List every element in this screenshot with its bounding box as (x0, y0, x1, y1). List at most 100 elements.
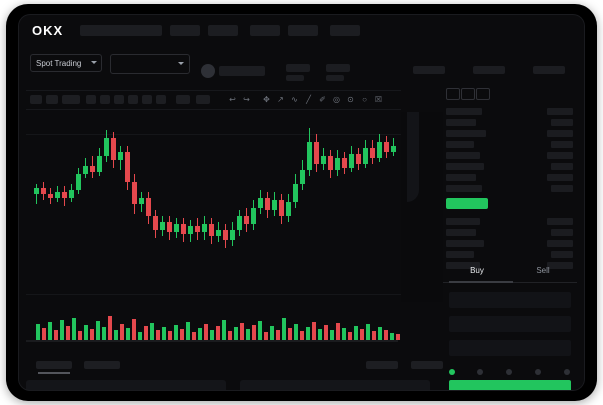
tab-sell[interactable]: Sell (536, 266, 550, 275)
eye-icon[interactable]: ○ (362, 95, 367, 104)
pct-dot-25[interactable] (477, 369, 483, 375)
nav-item-6[interactable] (330, 25, 360, 36)
order-book-row-price[interactable] (446, 240, 484, 247)
ticker-pair-name (219, 66, 265, 76)
order-book-row-price[interactable] (446, 185, 482, 192)
tablet-device-frame: OKX Spot Trading (6, 4, 597, 401)
order-book-row-size[interactable] (551, 251, 573, 258)
ticker-high-24h (413, 66, 445, 74)
order-book-row-price[interactable] (446, 251, 474, 258)
order-book-panel[interactable] (443, 86, 577, 278)
ticker-last-price (286, 64, 310, 72)
ticker-low-24h (473, 66, 505, 74)
okx-logo[interactable]: OKX (32, 23, 64, 38)
order-book-row-size[interactable] (551, 141, 573, 148)
chart-toolbar: ↩ ↪ ✥ ↗ ∿ ╱ ✐ ◎ ⊙ ○ ☒ (26, 90, 401, 110)
bottom-tab-open-orders[interactable] (36, 361, 72, 369)
order-book-row-size[interactable] (547, 218, 573, 225)
order-book-spread-highlight (446, 198, 488, 209)
volume-series (26, 316, 400, 342)
trash-icon[interactable]: ☒ (374, 95, 383, 104)
interval-1m[interactable] (30, 95, 42, 104)
interval-5m[interactable] (46, 95, 58, 104)
pct-dot-0[interactable] (449, 369, 455, 375)
bottom-tab-assets[interactable] (411, 361, 443, 369)
trading-mode-select[interactable]: Spot Trading (30, 54, 102, 72)
order-book-row-size[interactable] (547, 174, 573, 181)
ticker-change-sub (326, 75, 344, 81)
order-book-row-price[interactable] (446, 262, 480, 269)
order-book-row-size[interactable] (551, 229, 573, 236)
bottom-tab-active-underline (38, 372, 70, 374)
interval-1h[interactable] (86, 95, 96, 104)
interval-1d[interactable] (114, 95, 124, 104)
orderbook-view-bids[interactable] (476, 88, 490, 100)
order-book-row-price[interactable] (446, 163, 484, 170)
chevron-down-icon (178, 62, 184, 65)
ticker-volume-24h (533, 66, 565, 74)
top-navigation-bar: OKX (18, 14, 585, 47)
order-book-row-size[interactable] (551, 163, 573, 170)
indicators-button[interactable] (196, 95, 210, 104)
price-input[interactable] (449, 292, 571, 308)
order-book-row-price[interactable] (446, 119, 476, 126)
order-book-row-price[interactable] (446, 130, 486, 137)
magnet-icon[interactable]: ◎ (333, 95, 340, 104)
pct-dot-75[interactable] (535, 369, 541, 375)
nav-item-1[interactable] (80, 25, 162, 36)
interval-15m[interactable] (62, 95, 80, 104)
chart-type-select[interactable] (176, 95, 190, 104)
nav-item-4[interactable] (250, 25, 280, 36)
interval-4h[interactable] (100, 95, 110, 104)
lock-icon[interactable]: ⊙ (347, 95, 354, 104)
orderbook-view-asks[interactable] (461, 88, 475, 100)
trade-form-panel[interactable]: Buy Sell (443, 262, 577, 391)
chevron-down-icon (91, 61, 97, 64)
undo-icon[interactable]: ↩ (229, 95, 236, 104)
tablet-display: OKX Spot Trading (18, 14, 585, 391)
order-book-row-price[interactable] (446, 152, 480, 159)
buy-submit-button[interactable] (449, 380, 571, 391)
order-book-row-size[interactable] (547, 108, 573, 115)
trading-mode-label: Spot Trading (36, 59, 82, 68)
ruler-icon[interactable]: ╱ (306, 95, 311, 104)
trading-pair-select[interactable] (110, 54, 190, 74)
bottom-card-right[interactable] (240, 380, 430, 391)
amount-input[interactable] (449, 316, 571, 332)
order-book-row-price[interactable] (446, 229, 476, 236)
order-book-row-size[interactable] (547, 152, 573, 159)
percent-slider[interactable] (449, 369, 571, 377)
nav-item-5[interactable] (288, 25, 318, 36)
trendline-icon[interactable]: ↗ (277, 95, 284, 104)
order-book-row-size[interactable] (551, 119, 573, 126)
nav-item-2[interactable] (170, 25, 200, 36)
order-book-row-size[interactable] (547, 262, 573, 269)
trade-side-tabs: Buy Sell (443, 262, 577, 283)
orderbook-view-both[interactable] (446, 88, 460, 100)
order-book-row-size[interactable] (551, 185, 573, 192)
tab-buy-underline (449, 281, 513, 283)
bottom-tab-order-history[interactable] (84, 361, 120, 369)
crosshair-icon[interactable]: ✥ (263, 95, 270, 104)
wave-icon[interactable]: ∿ (291, 95, 298, 104)
order-book-row-size[interactable] (547, 130, 573, 137)
nav-item-3[interactable] (208, 25, 238, 36)
interval-more[interactable] (156, 95, 166, 104)
interval-1w[interactable] (128, 95, 138, 104)
order-book-row-price[interactable] (446, 108, 482, 115)
order-book-row-price[interactable] (446, 218, 480, 225)
chart-gridline (26, 134, 401, 135)
bottom-card-left[interactable] (26, 380, 226, 391)
brush-icon[interactable]: ✐ (319, 95, 326, 104)
price-chart[interactable] (26, 112, 401, 354)
order-book-row-size[interactable] (547, 240, 573, 247)
redo-icon[interactable]: ↪ (243, 95, 250, 104)
pct-dot-50[interactable] (506, 369, 512, 375)
order-book-row-price[interactable] (446, 174, 476, 181)
order-book-row-price[interactable] (446, 141, 474, 148)
interval-1mo[interactable] (142, 95, 152, 104)
total-input[interactable] (449, 340, 571, 356)
pct-dot-100[interactable] (564, 369, 570, 375)
bottom-tab-funds[interactable] (366, 361, 398, 369)
tab-buy[interactable]: Buy (470, 266, 484, 275)
